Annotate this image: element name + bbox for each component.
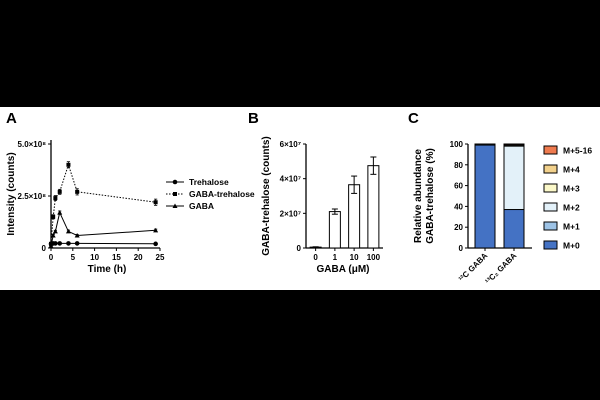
a-point-gaba-trehalose (66, 162, 71, 167)
a-point-trehalose (66, 241, 71, 246)
a-point-gaba-trehalose (153, 200, 158, 205)
c-y-tick-label: 40 (454, 202, 463, 211)
c-legend-label: M+2 (563, 203, 580, 213)
a-x-axis-title: Time (h) (88, 264, 127, 275)
a-point-gaba (50, 233, 56, 238)
legend-label-trehalose: Trehalose (189, 177, 229, 187)
b-bar (328, 211, 341, 249)
a-x-tick-label: 0 (49, 253, 54, 262)
c-bar-segment-m-0 (474, 144, 496, 249)
a-y-tick-label: 5.0×10⁸ (18, 140, 47, 149)
b-x-tick-label: 10 (350, 253, 359, 262)
c-legend-label: M+3 (563, 184, 580, 194)
a-point-gaba (52, 228, 58, 234)
a-point-gaba (48, 243, 54, 248)
a-point-gaba-trehalose (57, 189, 62, 194)
c-y-axis-title-line2: GABA-trehalose (%) (425, 148, 436, 244)
a-x-tick-label: 25 (156, 253, 165, 262)
a-x-tick-label: 5 (71, 253, 76, 262)
c-legend-label: M+4 (563, 165, 580, 175)
a-point-gaba-trehalose (75, 189, 80, 194)
c-legend-swatch (543, 202, 558, 212)
c-legend-swatch (543, 221, 558, 231)
a-point-gaba (153, 227, 159, 233)
a-y-axis-title: Intensity (counts) (6, 152, 17, 235)
c-legend-swatch (543, 240, 558, 250)
c-legend-label: M+0 (563, 241, 580, 251)
a-y-tick-label: 0 (42, 244, 47, 253)
legend-marker-trehalose (172, 179, 178, 185)
b-bar (348, 184, 361, 249)
c-y-axis-title-line1: Relative abundance (413, 149, 424, 243)
a-point-gaba (65, 228, 71, 234)
c-y-tick-label: 60 (454, 182, 463, 191)
panel-letter-c: C (408, 110, 419, 127)
legend-marker-gaba (172, 203, 178, 208)
a-point-gaba-trehalose (51, 214, 56, 219)
c-legend-label: M+5-16 (563, 146, 592, 156)
panel-letter-b: B (248, 110, 259, 127)
a-point-trehalose (57, 241, 63, 246)
a-point-trehalose (153, 241, 158, 247)
a-y-tick-label: 2.5×10⁸ (18, 192, 47, 201)
b-bar (367, 165, 380, 249)
c-bar-segment-m-2 (503, 145, 525, 211)
a-series-line-gaba-trehalose (50, 163, 156, 244)
panel-letter-a: A (6, 110, 17, 127)
panel-c-stacked-bar-chart: Relative abundance GABA-trehalose (%) 0 2… (413, 140, 592, 286)
figure-svg: A B C Intensity (counts) Time (h) 0 5 10 15… (6, 110, 592, 286)
b-x-tick-label: 1 (333, 253, 338, 262)
b-y-tick-label: 2×10⁷ (280, 209, 301, 218)
b-y-axis-title: GABA-trehalose (counts) (261, 136, 272, 255)
a-point-gaba (57, 210, 63, 215)
b-y-tick-label: 4×10⁷ (280, 175, 301, 184)
a-point-gaba-trehalose (53, 196, 58, 201)
c-bar-segment-m-5-16 (503, 143, 525, 146)
legend-label-gaba-trehalose: GABA-trehalose (189, 189, 255, 199)
a-point-gaba (74, 233, 80, 238)
c-bar-segment-m-0 (503, 209, 525, 249)
c-y-tick-label: 20 (454, 223, 463, 232)
a-point-trehalose (53, 241, 58, 246)
b-x-tick-label: 100 (367, 253, 381, 262)
a-series-line-gaba (50, 211, 156, 247)
legend-marker-gaba-trehalose (173, 192, 177, 196)
panel-a-line-chart: Intensity (counts) Time (h) 0 5 10 15 20 25 0 2… (6, 140, 255, 275)
b-x-axis-title: GABA (μM) (317, 264, 370, 275)
a-legend: Trehalose GABA-trehalose GABA (166, 177, 255, 211)
legend-label-gaba: GABA (189, 201, 214, 211)
b-y-tick-label: 6×10⁷ (280, 140, 301, 149)
c-legend-swatch (543, 183, 558, 193)
a-point-trehalose (74, 241, 80, 246)
c-x-tick-label: ¹³C₂ GABA (483, 251, 518, 286)
c-bar-segment-m-2 (474, 143, 496, 146)
a-x-tick-label: 10 (90, 253, 99, 262)
figure: A B C Intensity (counts) Time (h) 0 5 10 15… (0, 107, 600, 290)
c-legend-swatch (543, 145, 558, 155)
panel-b-bar-chart: GABA-trehalose (counts) GABA (μM) 0 2×10⁷… (261, 136, 383, 275)
a-x-tick-label: 15 (112, 253, 121, 262)
c-y-tick-label: 80 (454, 161, 463, 170)
b-y-tick-label: 0 (297, 244, 302, 253)
c-y-tick-label: 100 (450, 140, 464, 149)
b-x-tick-label: 0 (313, 253, 318, 262)
c-legend-label: M+1 (563, 222, 580, 232)
c-y-tick-label: 0 (459, 244, 464, 253)
a-x-tick-label: 20 (134, 253, 143, 262)
c-legend-swatch (543, 164, 558, 174)
